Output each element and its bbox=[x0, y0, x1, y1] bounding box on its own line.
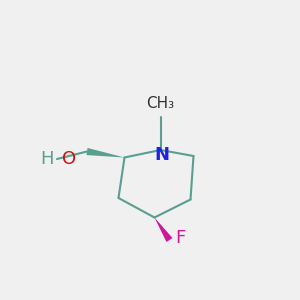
Text: N: N bbox=[154, 146, 169, 164]
Text: H: H bbox=[40, 150, 54, 168]
Text: O: O bbox=[61, 150, 76, 168]
Text: CH₃: CH₃ bbox=[146, 96, 175, 111]
Polygon shape bbox=[86, 148, 124, 158]
Polygon shape bbox=[154, 218, 172, 242]
Text: F: F bbox=[176, 229, 186, 247]
